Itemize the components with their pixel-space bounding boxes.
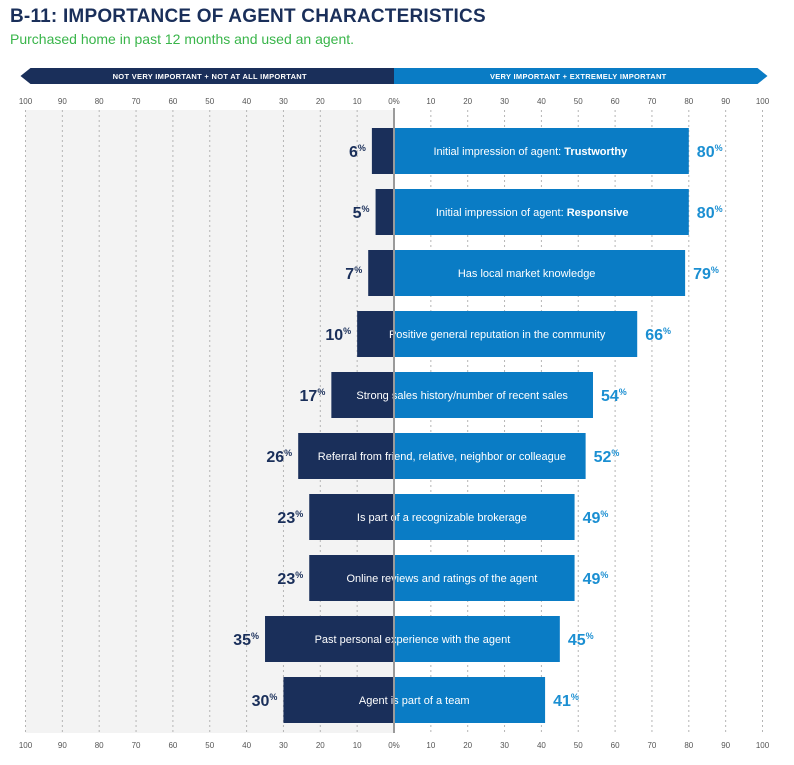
bar-right (394, 189, 689, 235)
x-tick-label-bottom: 60 (168, 741, 177, 750)
bar-left (265, 616, 394, 662)
value-label-left: 35% (233, 631, 259, 649)
x-tick-label-bottom: 40 (537, 741, 546, 750)
category-label: Strong sales history/number of recent sa… (356, 390, 568, 402)
bar-left (309, 555, 394, 601)
bar-left (298, 433, 394, 479)
x-tick-label-bottom: 70 (132, 741, 141, 750)
x-tick-label-bottom: 50 (574, 741, 583, 750)
category-label: Online reviews and ratings of the agent (347, 573, 538, 585)
value-label-left: 23% (277, 570, 303, 588)
x-tick-label-top: 100 (756, 97, 770, 106)
x-tick-label-bottom: 20 (316, 741, 325, 750)
x-tick-label-top: 80 (684, 97, 693, 106)
right-header-arrow (394, 68, 768, 84)
value-label-left: 6% (349, 143, 366, 161)
value-label-left: 10% (325, 326, 351, 344)
x-tick-label-top: 60 (168, 97, 177, 106)
x-tick-label-top: 30 (500, 97, 509, 106)
x-tick-label-top: 70 (132, 97, 141, 106)
value-label-left: 30% (252, 692, 278, 710)
x-tick-label-top: 90 (721, 97, 730, 106)
x-tick-label-bottom: 70 (647, 741, 656, 750)
bar-left (357, 311, 394, 357)
category-label: Initial impression of agent: Responsive (436, 207, 629, 219)
bar-left (331, 372, 394, 418)
x-tick-label-bottom: 80 (95, 741, 104, 750)
x-tick-label-top: 40 (537, 97, 546, 106)
bar-right (394, 128, 689, 174)
x-tick-label-top: 0% (388, 97, 400, 106)
value-label-right: 52% (594, 448, 620, 466)
right-header-label: VERY IMPORTANT + EXTREMELY IMPORTANT (490, 72, 667, 81)
x-tick-label-bottom: 40 (242, 741, 251, 750)
x-tick-label-top: 100 (19, 97, 33, 106)
bar-right (394, 433, 586, 479)
bar-left (283, 677, 394, 723)
x-tick-label-bottom: 10 (353, 741, 362, 750)
x-tick-label-bottom: 30 (279, 741, 288, 750)
bar-right (394, 677, 546, 723)
x-tick-label-bottom: 100 (756, 741, 770, 750)
category-label: Agent is part of a team (359, 695, 470, 707)
x-tick-label-top: 30 (279, 97, 288, 106)
value-label-right: 45% (568, 631, 594, 649)
value-label-left: 26% (266, 448, 292, 466)
x-tick-label-bottom: 100 (19, 741, 33, 750)
x-tick-label-top: 20 (316, 97, 325, 106)
value-label-right: 66% (645, 326, 671, 344)
x-tick-label-bottom: 50 (205, 741, 214, 750)
x-tick-label-top: 80 (95, 97, 104, 106)
x-tick-label-bottom: 20 (463, 741, 472, 750)
x-tick-label-top: 10 (426, 97, 435, 106)
bar-left (368, 250, 394, 296)
x-tick-label-bottom: 30 (500, 741, 509, 750)
category-label: Past personal experience with the agent (315, 634, 511, 646)
x-tick-label-top: 20 (463, 97, 472, 106)
bar-left (309, 494, 394, 540)
value-label-right: 41% (553, 692, 579, 710)
left-header-arrow (20, 68, 394, 84)
left-header-label: NOT VERY IMPORTANT + NOT AT ALL IMPORTAN… (113, 72, 307, 81)
value-label-left: 23% (277, 509, 303, 527)
value-label-right: 80% (697, 204, 723, 222)
bar-right (394, 555, 575, 601)
bar-right (394, 372, 593, 418)
value-label-right: 49% (583, 570, 609, 588)
x-tick-label-top: 40 (242, 97, 251, 106)
bar-right (394, 250, 686, 296)
x-tick-label-top: 70 (647, 97, 656, 106)
value-label-left: 17% (300, 387, 326, 405)
x-tick-label-bottom: 0% (388, 741, 400, 750)
category-label: Is part of a recognizable brokerage (357, 512, 527, 524)
bar-right (394, 494, 575, 540)
x-tick-label-bottom: 90 (721, 741, 730, 750)
chart-title: B-11: IMPORTANCE OF AGENT CHARACTERISTIC… (10, 6, 486, 27)
category-label: Positive general reputation in the commu… (389, 329, 606, 341)
bar-left (375, 189, 394, 235)
value-label-right: 80% (697, 143, 723, 161)
x-tick-label-bottom: 80 (684, 741, 693, 750)
category-label: Referral from friend, relative, neighbor… (318, 451, 566, 463)
x-tick-label-top: 10 (353, 97, 362, 106)
value-label-left: 7% (345, 265, 362, 283)
chart-subtitle: Purchased home in past 12 months and use… (10, 31, 355, 47)
x-tick-label-bottom: 10 (426, 741, 435, 750)
x-tick-label-top: 90 (58, 97, 67, 106)
x-tick-label-top: 60 (611, 97, 620, 106)
x-tick-label-bottom: 90 (58, 741, 67, 750)
bar-left (371, 128, 394, 174)
value-label-left: 5% (353, 204, 370, 222)
category-label: Initial impression of agent: Trustworthy (433, 146, 628, 158)
x-tick-label-top: 50 (205, 97, 214, 106)
x-tick-label-top: 50 (574, 97, 583, 106)
value-label-right: 54% (601, 387, 627, 405)
value-label-right: 79% (693, 265, 719, 283)
value-label-right: 49% (583, 509, 609, 527)
category-label: Has local market knowledge (458, 268, 596, 280)
bar-right (394, 311, 638, 357)
bar-right (394, 616, 560, 662)
x-tick-label-bottom: 60 (611, 741, 620, 750)
